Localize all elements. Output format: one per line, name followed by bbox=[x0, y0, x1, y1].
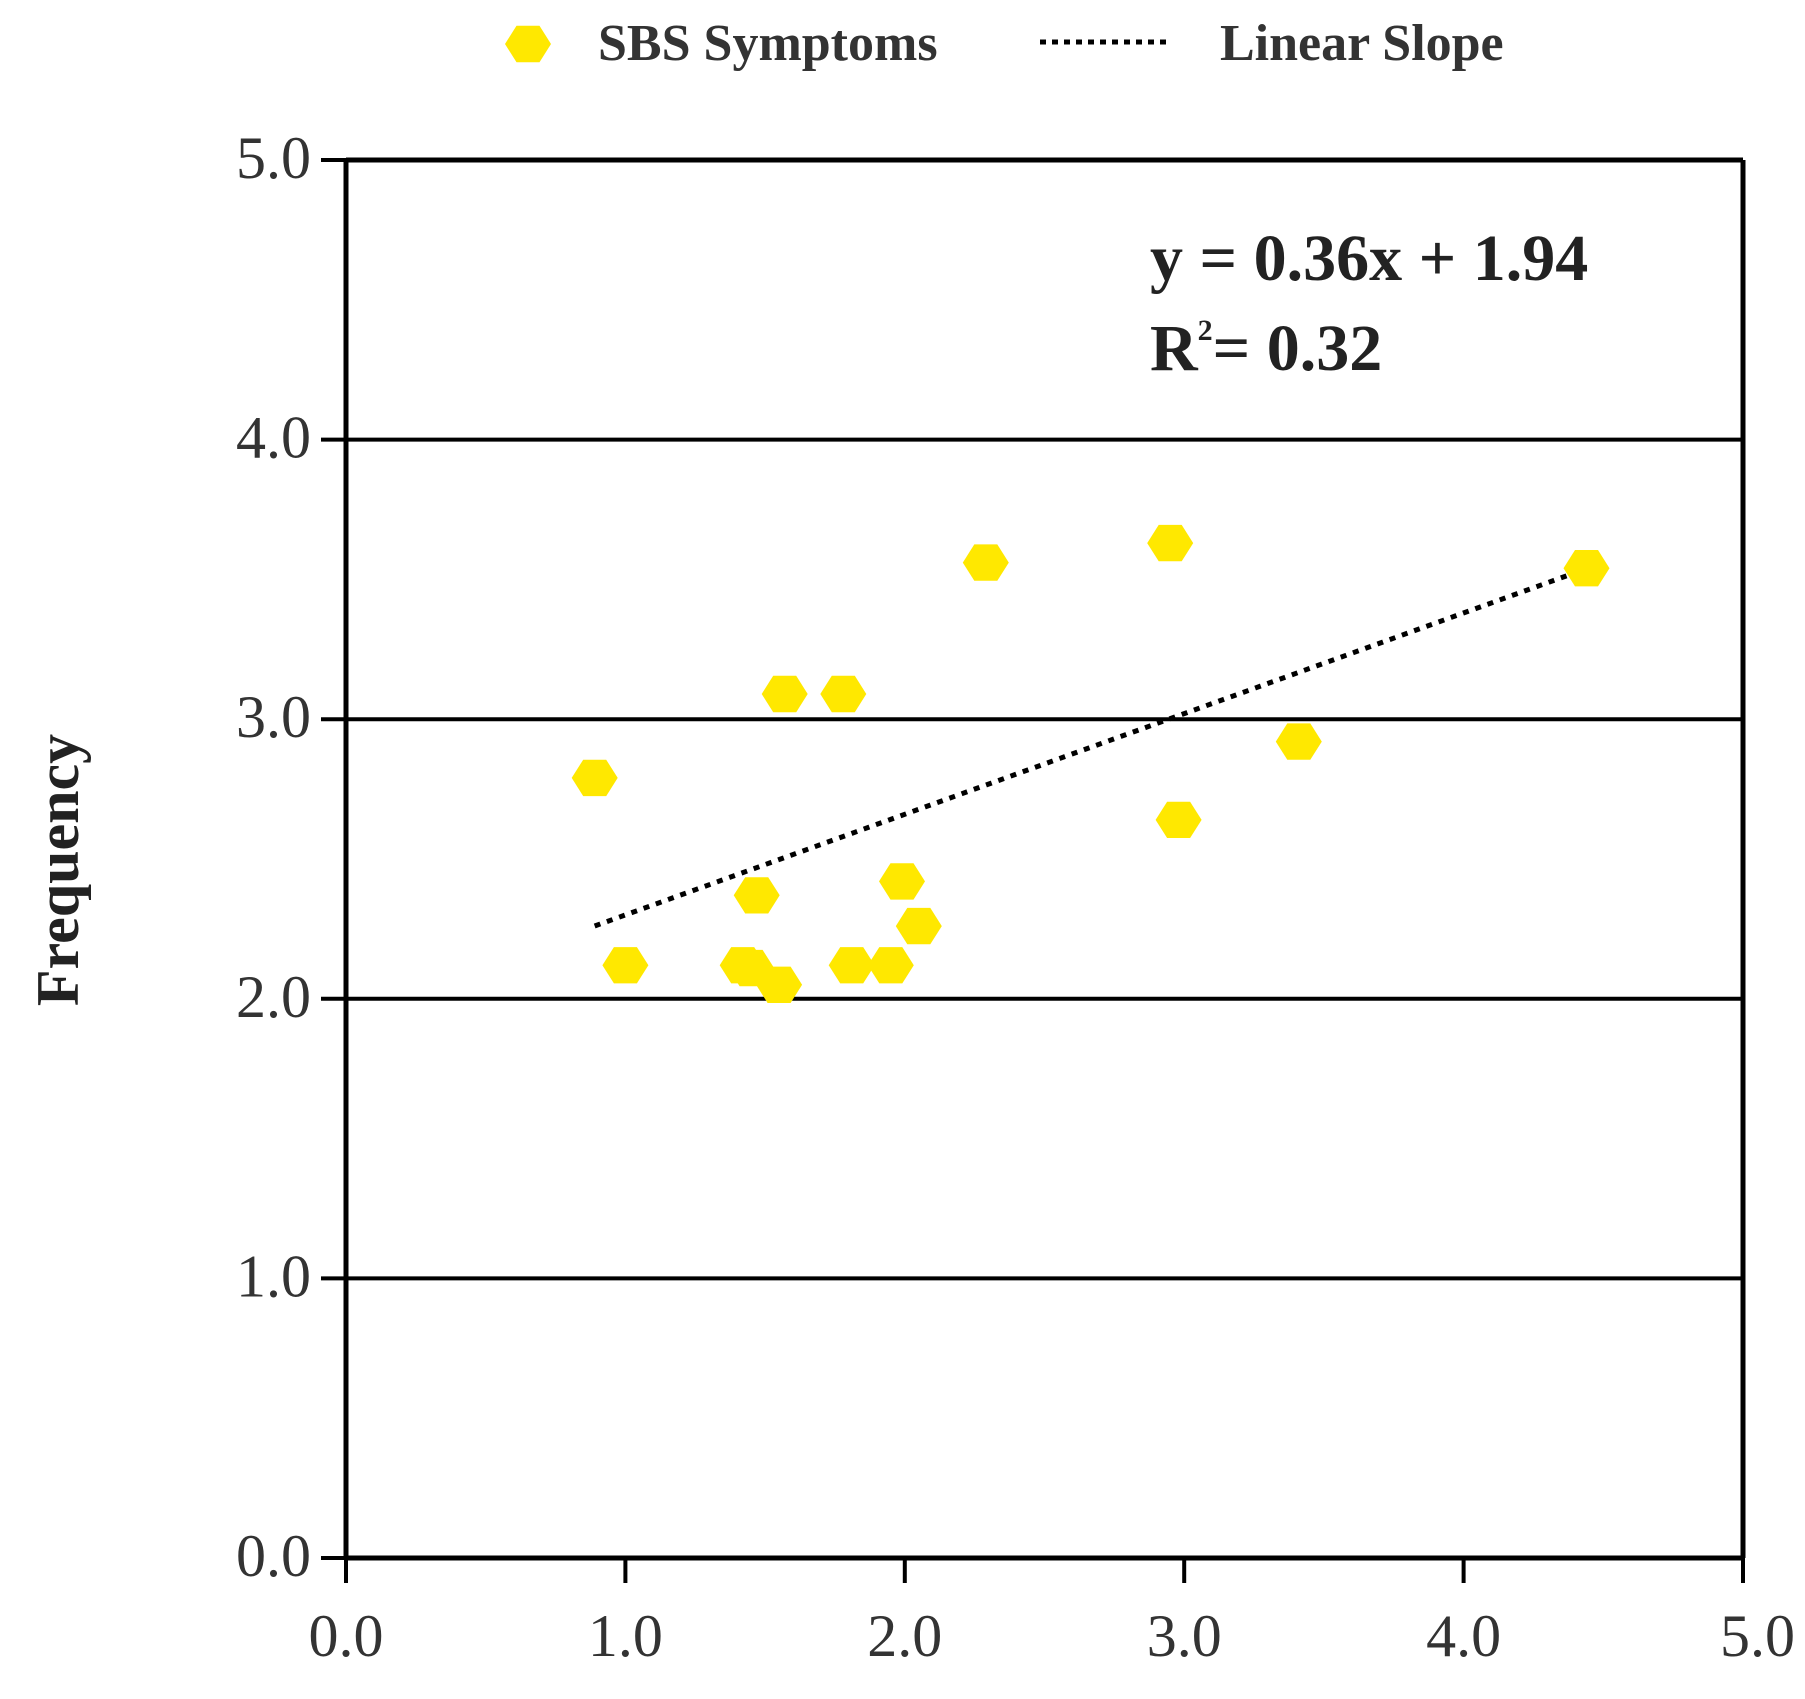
r-squared-superscript: 2 bbox=[1198, 314, 1213, 347]
x-tick-label-2: 2.0 bbox=[867, 1603, 942, 1669]
data-point-12 bbox=[962, 544, 1009, 581]
data-point-11 bbox=[895, 907, 942, 945]
data-point-1 bbox=[602, 947, 649, 984]
y-tick-label-5: 5.0 bbox=[236, 125, 311, 191]
y-tick-label-2: 2.0 bbox=[236, 964, 311, 1030]
data-point-9 bbox=[867, 947, 914, 984]
trendline bbox=[593, 566, 1588, 929]
x-tick-label-1: 1.0 bbox=[588, 1603, 663, 1669]
regression-annotation: y = 0.36x + 1.94 R2= 0.32 bbox=[1150, 222, 1588, 385]
gridlines bbox=[346, 158, 1743, 1281]
data-point-6 bbox=[761, 675, 808, 713]
r-squared: R2= 0.32 bbox=[1150, 312, 1382, 385]
axes bbox=[343, 157, 1746, 1561]
data-point-10 bbox=[879, 863, 925, 900]
y-tick-label-1: 1.0 bbox=[236, 1243, 311, 1309]
data-point-14 bbox=[1155, 801, 1202, 838]
data-point-16 bbox=[1563, 550, 1610, 587]
legend-label-sbs-symptoms: SBS Symptoms bbox=[598, 15, 938, 72]
data-point-7 bbox=[820, 675, 867, 713]
data-point-13 bbox=[1147, 524, 1194, 562]
data-point-8 bbox=[828, 947, 875, 984]
data-point-15 bbox=[1275, 723, 1322, 760]
x-tick-label-5: 5.0 bbox=[1720, 1603, 1795, 1669]
y-axis-ticks: 0.0 1.0 2.0 3.0 4.0 5.0 bbox=[236, 125, 346, 1589]
legend: SBS Symptoms Linear Slope bbox=[505, 15, 1504, 72]
trendline-group bbox=[593, 566, 1588, 929]
y-tick-label-0: 0.0 bbox=[236, 1523, 311, 1589]
legend-marker-sbs-symptoms bbox=[505, 25, 551, 63]
data-point-4 bbox=[733, 877, 780, 914]
y-axis-label: Frequency bbox=[25, 734, 91, 1006]
x-tick-label-3: 3.0 bbox=[1147, 1603, 1222, 1669]
r-squared-prefix: R bbox=[1150, 312, 1199, 385]
x-tick-label-0: 0.0 bbox=[309, 1603, 384, 1669]
y-tick-label-3: 3.0 bbox=[236, 684, 311, 750]
x-axis-ticks: 0.0 1.0 2.0 3.0 4.0 5.0 bbox=[309, 1558, 1795, 1669]
r-squared-value: = 0.32 bbox=[1213, 312, 1383, 385]
x-tick-label-4: 4.0 bbox=[1426, 1603, 1501, 1669]
data-point-0 bbox=[571, 759, 618, 797]
y-tick-label-4: 4.0 bbox=[236, 405, 311, 471]
regression-equation: y = 0.36x + 1.94 bbox=[1150, 222, 1588, 295]
legend-label-linear-slope: Linear Slope bbox=[1220, 15, 1504, 72]
data-points bbox=[571, 524, 1610, 1003]
data-point-5 bbox=[756, 966, 803, 1003]
